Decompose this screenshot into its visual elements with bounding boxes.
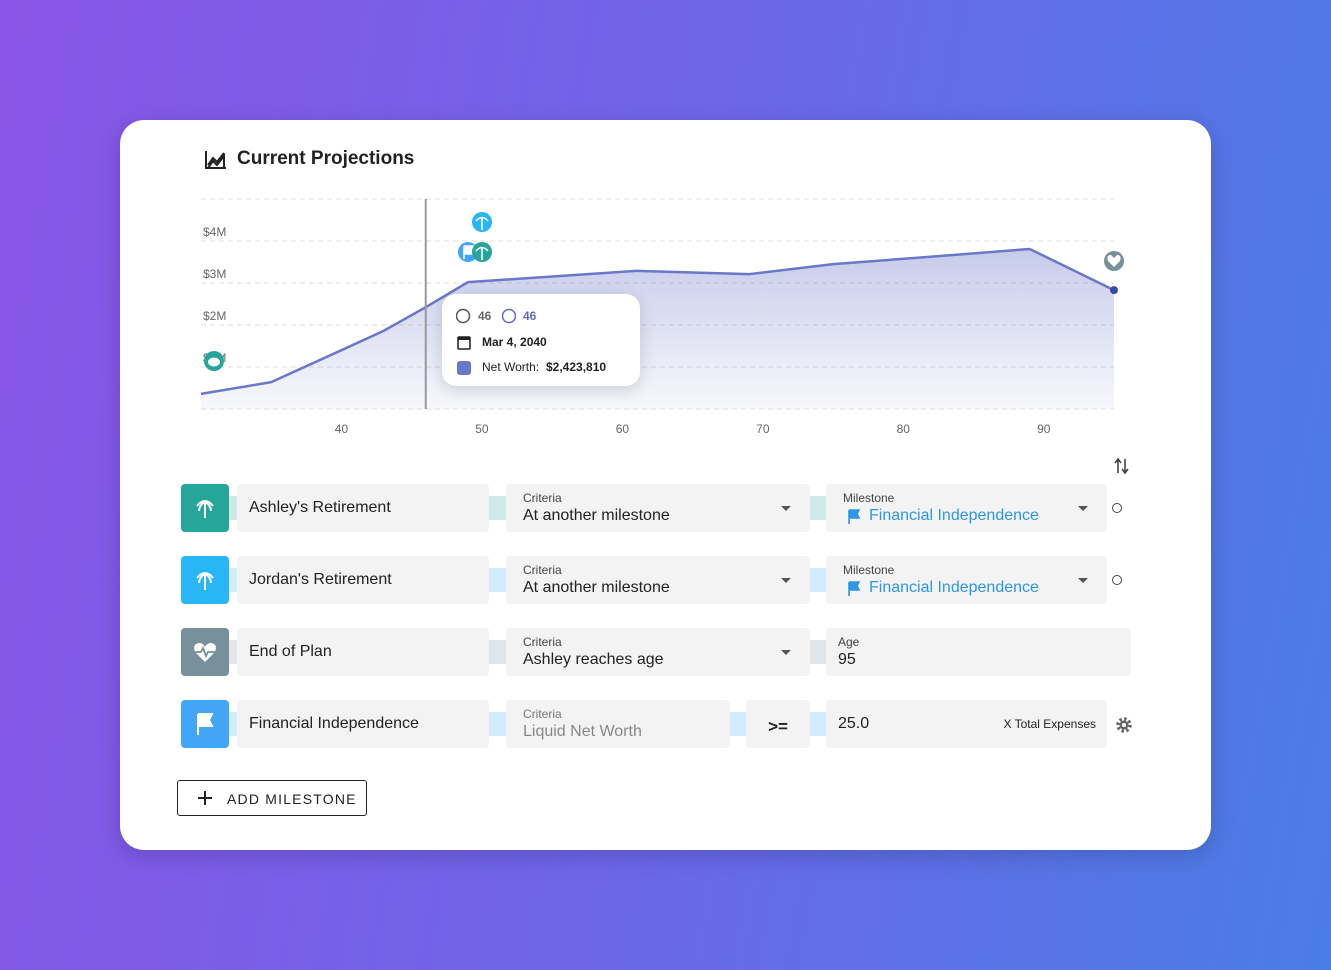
field-label: Milestone (843, 491, 895, 505)
field-label: Criteria (523, 563, 562, 577)
criteria: At another milestone (523, 507, 670, 524)
settings-button[interactable] (1115, 716, 1133, 734)
date: Mar 4, 2040 (482, 335, 547, 349)
line (200, 247, 1115, 396)
field-label: Criteria (523, 491, 562, 505)
radio[interactable] (1112, 575, 1122, 585)
criteria-select[interactable]: Criteria At another milestone (506, 484, 810, 532)
target-select[interactable]: Milestone Financial Independence (826, 556, 1107, 604)
criteria: Ashley reaches age (523, 651, 664, 668)
button-label: ADD MILESTONE (227, 791, 357, 807)
name-field[interactable]: Financial Independence (237, 700, 489, 748)
y-tick-label: $4M (203, 225, 226, 239)
title: Current Projections (237, 148, 415, 169)
field-label: Age (838, 635, 860, 649)
x-tick-label: 50 (475, 422, 489, 436)
milestone-icon[interactable] (181, 628, 229, 676)
age-input[interactable]: Age 95 (826, 628, 1131, 676)
tooltip-value: $2,423,810 (546, 360, 607, 374)
target: Financial Independence (869, 507, 1039, 524)
target: Financial Independence (869, 579, 1039, 596)
name-field[interactable]: End of Plan (237, 628, 489, 676)
x-tick-label: 60 (616, 422, 630, 436)
operator[interactable]: >= (746, 700, 810, 748)
criteria-select[interactable]: Criteria Ashley reaches age (506, 628, 810, 676)
chart-icon (205, 151, 226, 169)
x-tick-label: 40 (335, 422, 349, 436)
milestone-row: Jordan's Retirement Criteria At another m… (0, 556, 1331, 604)
end-point (1110, 286, 1118, 295)
milestone-row: End of Plan Criteria Ashley reaches age A… (0, 628, 1331, 676)
milestone-name: Ashley's Retirement (249, 499, 391, 516)
milestone-name: Financial Independence (249, 715, 419, 732)
radio[interactable] (1112, 503, 1122, 513)
milestone-icon[interactable] (181, 484, 229, 532)
area (201, 248, 1114, 409)
target: 95 (838, 651, 856, 668)
x-tick-label: 90 (1037, 422, 1051, 436)
field-label: Milestone (843, 563, 895, 577)
field-label: Criteria (523, 707, 562, 721)
target-select[interactable]: Milestone Financial Independence (826, 484, 1107, 532)
age: 46 (478, 309, 492, 323)
age: 46 (523, 309, 537, 323)
sort-button[interactable] (1114, 457, 1130, 475)
y-tick-label: $2M (203, 309, 226, 323)
name-field[interactable]: Jordan's Retirement (237, 556, 489, 604)
chart-markers (204, 212, 1124, 371)
milestone-name: Jordan's Retirement (249, 571, 392, 588)
criteria-field: Criteria Liquid Net Worth (506, 700, 730, 748)
age-icons (456, 308, 516, 324)
milestone-icon[interactable] (181, 700, 229, 748)
add-milestone-button[interactable]: ADD MILESTONE (177, 780, 367, 816)
calendar-icon (457, 336, 471, 350)
multiple-input[interactable]: 25.0 X Total Expenses (826, 700, 1107, 748)
milestone-row: Financial Independence Criteria Liquid Ne… (0, 700, 1331, 748)
swatch (457, 361, 471, 375)
tooltip-label: Net Worth: (482, 360, 540, 374)
name-field[interactable]: Ashley's Retirement (237, 484, 489, 532)
milestone-row: Ashley's Retirement Criteria At another m… (0, 484, 1331, 532)
field-label: Criteria (523, 635, 562, 649)
x-tick-label: 70 (756, 422, 770, 436)
y-tick-label: $3M (203, 267, 226, 281)
criteria: Liquid Net Worth (523, 723, 642, 740)
milestone-name: End of Plan (249, 643, 332, 660)
tooltip: 46 46 Mar 4, 2040 Net Worth: $2,423,810 (442, 294, 640, 386)
unit: X Total Expenses (1003, 717, 1096, 731)
criteria-select[interactable]: Criteria At another milestone (506, 556, 810, 604)
x-tick-label: 80 (897, 422, 911, 436)
milestone-icon[interactable] (181, 556, 229, 604)
target: 25.0 (838, 715, 870, 732)
criteria: At another milestone (523, 579, 670, 596)
operator-text: >= (768, 717, 788, 736)
